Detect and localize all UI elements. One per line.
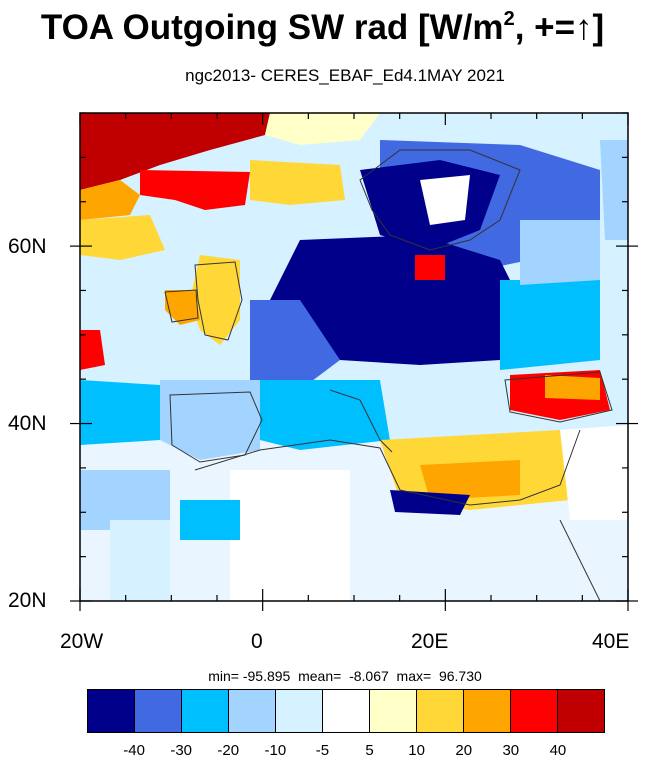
colorbar-bin bbox=[370, 690, 417, 732]
colorbar-bin bbox=[464, 690, 511, 732]
colorbar-label: 30 bbox=[502, 742, 520, 759]
colorbar-label: 10 bbox=[408, 742, 425, 759]
y-tick-label-60N: 60N bbox=[8, 235, 47, 258]
colorbar-bin bbox=[558, 690, 604, 732]
colorbar bbox=[87, 689, 605, 733]
colorbar-label: -40 bbox=[123, 742, 145, 759]
colorbar-bin bbox=[88, 690, 135, 732]
statistics-line: min= -95.895 mean= -8.067 max= 96.730 bbox=[208, 668, 482, 684]
colorbar-label: -20 bbox=[217, 742, 240, 759]
colorbar-label: -10 bbox=[264, 742, 287, 759]
chart-subtitle: ngc2013- CERES_EBAF_Ed4.1MAY 2021 bbox=[185, 66, 505, 85]
y-tick-label-40N: 40N bbox=[8, 412, 47, 435]
colorbar-bin bbox=[511, 690, 558, 732]
colorbar-label: -30 bbox=[170, 742, 193, 759]
colorbar-bin bbox=[135, 690, 182, 732]
colorbar-bin bbox=[323, 690, 370, 732]
colorbar-bin bbox=[229, 690, 276, 732]
colorbar-bin bbox=[417, 690, 464, 732]
colorbar-label: 5 bbox=[365, 742, 374, 759]
x-tick-label-20W: 20W bbox=[60, 630, 104, 653]
y-tick-label-20N: 20N bbox=[8, 589, 47, 612]
x-tick-label-20E: 20E bbox=[411, 630, 449, 653]
colorbar-label: 20 bbox=[455, 742, 473, 759]
colorbar-label: 40 bbox=[549, 742, 567, 759]
colorbar-label: -5 bbox=[315, 742, 330, 759]
x-tick-label-40E: 40E bbox=[592, 630, 630, 653]
colorbar-bin bbox=[276, 690, 323, 732]
up-arrow-icon: ↑ bbox=[575, 8, 593, 47]
x-tick-label-0: 0 bbox=[251, 630, 263, 653]
axis-ticks bbox=[70, 112, 638, 611]
chart-title: TOA Outgoing SW rad [W/m2, +=↑] bbox=[40, 8, 605, 47]
anomaly-field bbox=[80, 113, 628, 601]
colorbar-bin bbox=[182, 690, 229, 732]
